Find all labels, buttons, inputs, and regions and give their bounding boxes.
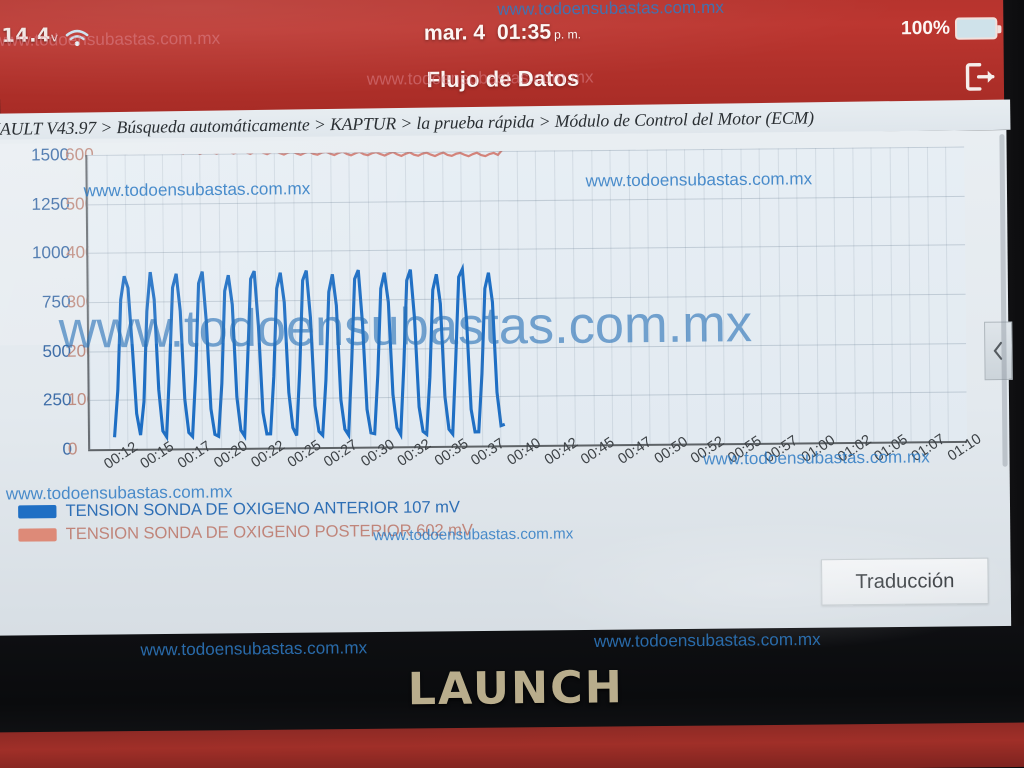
exit-button[interactable] — [955, 55, 1006, 98]
translate-button[interactable]: Traducción — [821, 557, 989, 606]
battery-indicator: 100% — [901, 17, 998, 40]
y-axis-left-tick: 750 — [41, 292, 71, 312]
plot-area[interactable] — [85, 146, 968, 450]
y-axis-left-tick: 1000 — [31, 243, 71, 263]
clock-date: mar. 4 — [423, 21, 486, 45]
legend-swatch-rear — [18, 528, 57, 542]
wifi-icon — [64, 28, 90, 48]
y-axis-left-tick: 1500 — [30, 145, 70, 165]
brand-logo: LAUNCH — [407, 661, 625, 716]
chevron-left-icon — [993, 341, 1003, 360]
data-stream-panel: 1500 600 1250 500 1000 400 750 300 500 200 250 100 0… — [0, 129, 1013, 638]
y-axis-left-tick: 500 — [42, 341, 72, 361]
battery-percent-label: 100% — [900, 17, 951, 40]
clock-time: 01:35 — [496, 20, 552, 45]
y-axis-left-tick: 0 — [62, 439, 73, 459]
collapse-panel-button[interactable] — [984, 321, 1013, 381]
series-line-front — [112, 263, 506, 442]
y-axis-left-tick: 250 — [42, 390, 72, 410]
legend-label-rear: TENSION SONDA DE OXIGENO POSTERIOR 602 m… — [65, 521, 473, 544]
legend-swatch-front — [18, 505, 57, 519]
datastream-chart: 1500 600 1250 500 1000 400 750 300 500 200 250 100 0… — [7, 136, 985, 473]
y-axis-tick-group: 1500 600 1250 500 1000 400 750 300 500 200 250 100 0… — [7, 136, 977, 459]
clock-ampm: p. m. — [554, 27, 582, 42]
vertical-scrollbar[interactable] — [999, 134, 1008, 467]
status-bar: 14.4v mar. 4 01:35 p. m. 100% — [0, 15, 1012, 59]
battery-full-icon — [954, 17, 998, 40]
legend-label-front: TENSION SONDA DE OXIGENO ANTERIOR 107 mV — [65, 498, 460, 521]
tablet-screen: 14.4v mar. 4 01:35 p. m. 100% Flujo de Da… — [0, 0, 1024, 738]
y-axis-left-tick: 1250 — [31, 194, 70, 214]
exit-icon — [965, 63, 995, 91]
x-axis-tick-group: 00:12 00:15 00:17 00:20 00:22 00:25 00:27 00:30… — [88, 431, 984, 502]
chart-legend: TENSION SONDA DE OXIGENO ANTERIOR 107 mV… — [18, 494, 724, 547]
